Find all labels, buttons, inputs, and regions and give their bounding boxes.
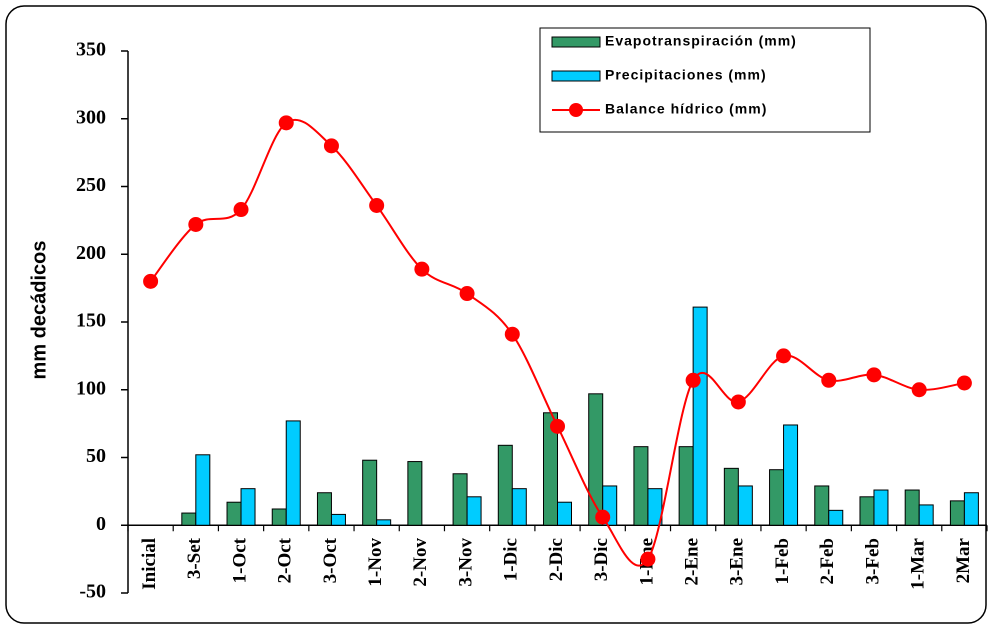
y-tick-label: 50: [86, 445, 106, 467]
legend-label: Evapotranspiración (mm): [605, 33, 797, 49]
line-marker: [956, 375, 972, 391]
bar: [723, 467, 739, 526]
line-marker: [776, 348, 792, 364]
bar: [963, 492, 979, 526]
x-tick-label: 1-Oct: [229, 537, 250, 583]
line-marker: [233, 202, 249, 218]
x-tick-label: 1-Feb: [772, 538, 793, 584]
bar: [873, 489, 889, 526]
line-marker: [911, 382, 927, 398]
bar: [737, 485, 753, 526]
line-marker: [323, 138, 339, 154]
line-marker: [504, 326, 520, 342]
bar: [181, 512, 197, 526]
y-axis-label: mm decádicos: [28, 241, 50, 380]
legend-label: Precipitaciones (mm): [605, 67, 767, 83]
bar: [376, 519, 392, 526]
bar: [466, 496, 482, 526]
line-marker: [188, 216, 204, 232]
bar: [511, 488, 527, 526]
y-tick-label: 150: [76, 310, 106, 332]
line-marker: [278, 115, 294, 131]
bar: [814, 485, 830, 526]
bar: [497, 444, 513, 526]
legend-swatch: [551, 70, 601, 82]
bar: [330, 513, 346, 526]
bar: [769, 469, 785, 526]
x-tick-label: 1-Nov: [365, 538, 386, 587]
x-tick-label: 3-Feb: [862, 538, 883, 584]
x-tick-label: 1-Mar: [908, 537, 929, 589]
bar: [828, 509, 844, 526]
legend-swatch: [569, 103, 583, 117]
bar: [452, 473, 468, 526]
line-marker: [459, 286, 475, 302]
line-marker: [821, 372, 837, 388]
x-tick-label: 2Mar: [953, 537, 974, 583]
line-marker: [866, 367, 882, 383]
bar: [226, 501, 242, 526]
bar: [783, 424, 799, 526]
bar: [285, 420, 301, 526]
line-marker: [685, 372, 701, 388]
bar: [678, 446, 694, 526]
y-tick-label: 100: [76, 377, 106, 399]
bar: [949, 500, 965, 526]
line-marker: [414, 261, 430, 277]
bar: [316, 492, 332, 526]
line-marker: [595, 509, 611, 525]
legend-label: Balance hídrico (mm): [605, 101, 767, 117]
bar: [647, 488, 663, 526]
x-tick-label: 2-Nov: [410, 538, 431, 587]
x-tick-label: 2-Oct: [275, 537, 296, 583]
x-tick-label: 3-Dic: [591, 538, 612, 581]
legend-swatch: [551, 36, 601, 48]
y-tick-label: 200: [76, 242, 106, 264]
x-tick-label: Inicial: [139, 538, 160, 590]
bar: [692, 306, 708, 526]
x-tick-label: 3-Set: [184, 537, 205, 579]
x-tick-label: 2-Dic: [546, 538, 567, 581]
bar: [271, 508, 287, 526]
y-tick-label: -50: [79, 581, 106, 603]
bar: [588, 393, 604, 526]
bar: [362, 459, 378, 526]
x-tick-label: 1-Dic: [501, 538, 522, 581]
x-tick-label: 3-Nov: [455, 538, 476, 587]
line-marker: [369, 197, 385, 213]
line-marker: [730, 394, 746, 410]
y-tick-label: 300: [76, 106, 106, 128]
y-tick-label: 350: [76, 39, 106, 61]
bar: [195, 454, 211, 526]
bar: [240, 488, 256, 526]
bar: [407, 461, 423, 526]
bar: [904, 489, 920, 526]
line-marker: [550, 418, 565, 434]
bar: [918, 504, 934, 526]
x-tick-label: 2-Ene: [681, 538, 702, 586]
line-marker: [640, 551, 656, 567]
bar: [859, 496, 875, 526]
bar: [633, 446, 649, 526]
y-tick-label: 250: [76, 174, 106, 196]
bar: [557, 501, 572, 526]
y-tick-label: 0: [96, 513, 106, 535]
x-tick-label: 3-Oct: [320, 537, 341, 583]
x-tick-label: 2-Feb: [817, 538, 838, 584]
x-tick-label: 3-Ene: [727, 538, 748, 586]
line-marker: [143, 273, 159, 289]
